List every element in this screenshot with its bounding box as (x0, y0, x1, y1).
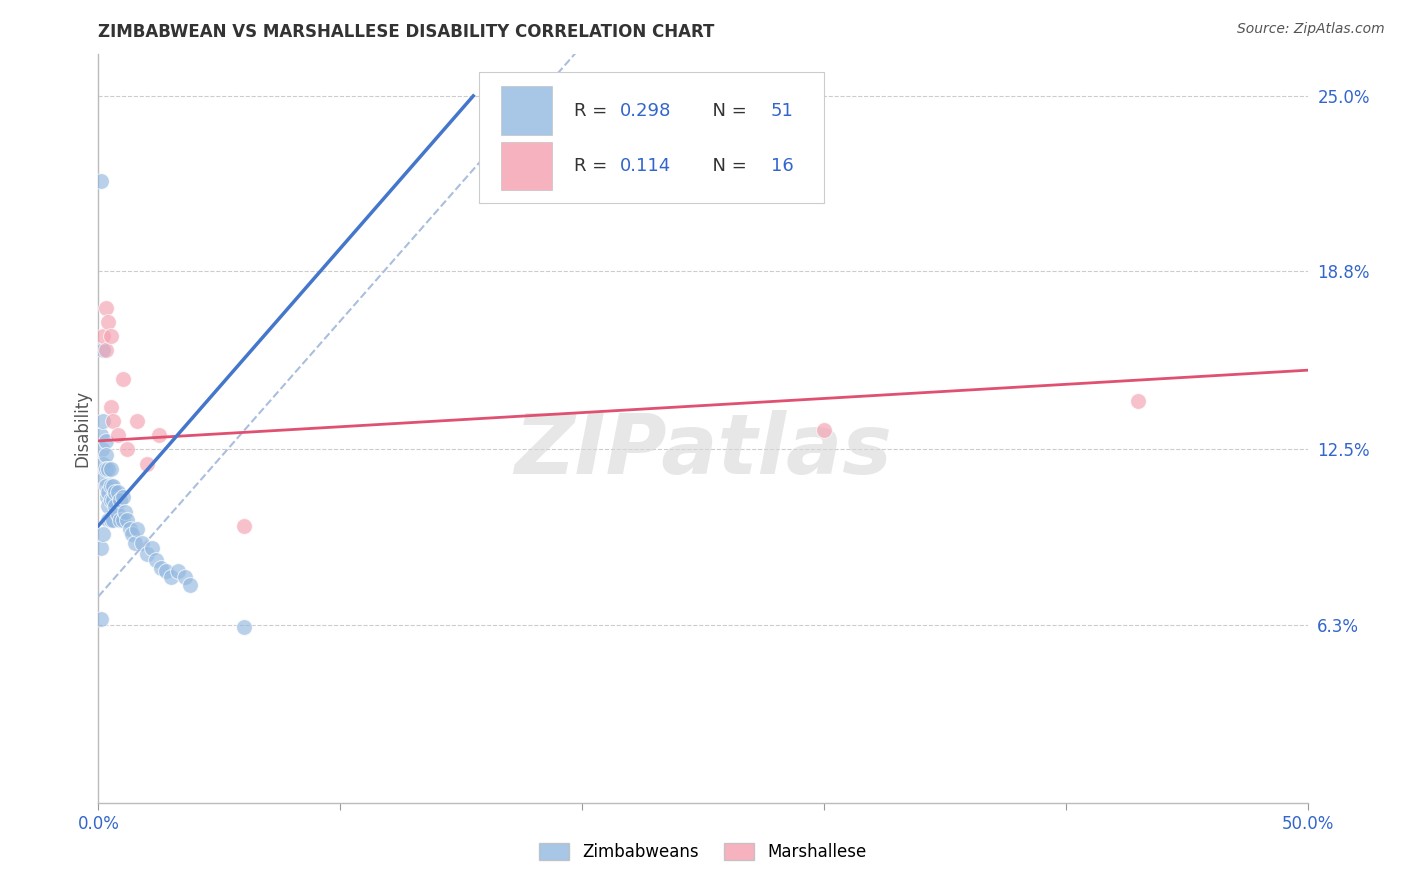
Point (90, 428, 112, 442)
Point (94, 448, 117, 462)
Point (90, 612, 112, 626)
Point (160, 569, 183, 583)
Point (93, 470, 115, 484)
Text: N =: N = (700, 102, 752, 120)
Point (94, 479, 117, 493)
Point (179, 578, 201, 592)
Point (97, 513, 120, 527)
Point (97, 315, 120, 329)
Point (97, 499, 120, 513)
Point (91, 527, 114, 541)
Point (813, 423, 835, 437)
Point (91, 329, 114, 343)
Point (174, 569, 197, 583)
Point (94, 343, 117, 358)
Point (131, 535, 153, 549)
Point (100, 479, 122, 493)
Point (101, 493, 124, 508)
Point (167, 564, 190, 578)
Point (96, 491, 118, 505)
Point (104, 499, 127, 513)
FancyBboxPatch shape (479, 72, 824, 203)
Text: N =: N = (700, 157, 752, 175)
Point (111, 513, 134, 527)
Point (101, 414, 124, 428)
Point (107, 428, 129, 442)
Text: 0.298: 0.298 (620, 102, 671, 120)
Point (100, 329, 122, 343)
Point (97, 484, 120, 499)
Point (232, 518, 254, 533)
Text: R =: R = (574, 157, 619, 175)
Point (90, 174, 112, 188)
Point (97, 462, 120, 476)
Point (117, 513, 139, 527)
Point (101, 513, 124, 527)
Point (127, 414, 149, 428)
Point (91, 414, 114, 428)
Y-axis label: Disability: Disability (73, 390, 91, 467)
Point (107, 508, 129, 522)
Point (118, 522, 141, 536)
Point (91, 457, 114, 471)
Point (114, 505, 136, 519)
Point (232, 620, 254, 634)
Text: R =: R = (574, 102, 613, 120)
Point (111, 491, 134, 505)
Bar (501, 87, 551, 136)
Point (100, 400, 122, 414)
Legend: Zimbabweans, Marshallese: Zimbabweans, Marshallese (531, 835, 875, 870)
Point (117, 442, 139, 457)
Text: 51: 51 (770, 102, 793, 120)
Text: Source: ZipAtlas.com: Source: ZipAtlas.com (1237, 22, 1385, 37)
Point (1128, 394, 1150, 409)
Point (91, 343, 114, 358)
Point (124, 535, 146, 549)
Text: 16: 16 (770, 157, 793, 175)
Text: 0.114: 0.114 (620, 157, 671, 175)
Point (90, 541, 112, 556)
Point (94, 462, 117, 476)
Point (148, 428, 170, 442)
Point (100, 462, 122, 476)
Point (100, 513, 122, 527)
Point (91, 442, 114, 457)
Bar (501, 142, 551, 190)
Point (155, 564, 177, 578)
Point (94, 301, 117, 315)
Point (107, 484, 129, 499)
Point (111, 372, 134, 386)
Point (145, 552, 167, 566)
Point (141, 541, 163, 556)
Point (94, 434, 117, 448)
Point (135, 547, 157, 561)
Point (101, 479, 124, 493)
Point (100, 493, 122, 508)
Point (108, 493, 131, 508)
Point (104, 484, 127, 499)
Text: ZIMBABWEAN VS MARSHALLESE DISABILITY CORRELATION CHART: ZIMBABWEAN VS MARSHALLESE DISABILITY COR… (98, 23, 714, 41)
Text: ZIPatlas: ZIPatlas (515, 410, 891, 491)
Point (150, 561, 173, 575)
Point (108, 513, 131, 527)
Point (127, 522, 149, 536)
Point (135, 457, 157, 471)
Point (121, 527, 143, 541)
